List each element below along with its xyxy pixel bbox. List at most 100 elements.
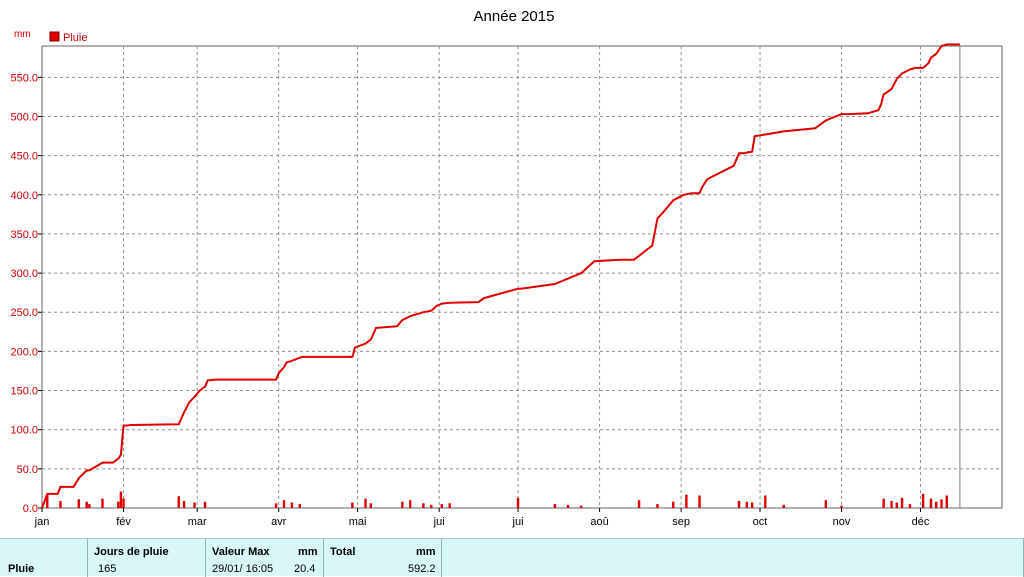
cumulative-series-line — [41, 43, 960, 509]
legend-swatch — [49, 31, 60, 42]
daily-rain-bar — [440, 504, 443, 508]
x-tick-label: oct — [753, 516, 768, 528]
x-axis-ticks: jan fév mar avr mai jui jui aoû sep oct nov déc — [34, 508, 930, 528]
stats-total-cell: Total mm 592.2 — [324, 539, 442, 577]
daily-rain-bar — [59, 500, 62, 508]
max-unit: mm — [298, 546, 318, 558]
daily-rain-bar — [890, 500, 893, 508]
y-tick-label: 50.0 — [17, 464, 38, 476]
stats-row-label: Pluie — [8, 563, 35, 575]
daily-rain-bar — [88, 504, 91, 508]
daily-rain-bar — [422, 503, 425, 508]
total-header: Total — [330, 546, 356, 558]
daily-rain-bar — [203, 501, 207, 508]
x-tick-label: jui — [512, 516, 524, 528]
x-tick-label: aoû — [590, 516, 608, 528]
x-tick-label: mar — [188, 516, 207, 528]
daily-rain-bar — [369, 503, 372, 508]
daily-rain-bar — [553, 504, 557, 508]
daily-rain-bar — [290, 502, 294, 508]
chart-title: Année 2015 — [474, 8, 555, 25]
daily-rain-bar — [364, 498, 367, 508]
y-tick-label: 250.0 — [10, 307, 38, 319]
rain-chart: Année 2015 mm Pluie 0.0 50.0 100.0 150.0 200… — [10, 8, 1003, 528]
y-tick-label: 350.0 — [10, 229, 38, 241]
daily-rain-bar — [945, 495, 948, 508]
x-tick-label: déc — [912, 516, 930, 528]
stats-panel: Pluie Jours de pluie 165 Valeur Max mm 2… — [0, 538, 1024, 577]
stats-days-cell: Jours de pluie 165 — [88, 539, 206, 577]
daily-rain-bar — [298, 504, 301, 508]
y-tick-label: 450.0 — [10, 151, 38, 163]
y-axis-ticks: 0.0 50.0 100.0 150.0 200.0 250.0 300.0 350.0 400… — [10, 72, 42, 515]
grid-lines — [42, 46, 1002, 508]
max-date: 29/01/ 16:05 — [212, 563, 274, 575]
x-tick-label: nov — [833, 516, 851, 528]
daily-rain-bar — [430, 504, 433, 508]
daily-rain-bar — [637, 500, 641, 508]
daily-rain-bar — [656, 504, 659, 508]
stats-row-label-cell: Pluie — [0, 539, 88, 577]
daily-rain-bar — [840, 505, 843, 508]
daily-rain-bar — [900, 497, 904, 508]
y-tick-label: 200.0 — [10, 346, 38, 358]
daily-rain-bar — [101, 498, 104, 508]
daily-rain-bar — [685, 494, 688, 508]
y-tick-label: 300.0 — [10, 268, 38, 280]
plot-area — [41, 45, 1003, 509]
y-axis-unit: mm — [14, 29, 31, 40]
daily-rain-bar — [282, 500, 286, 508]
total-value: 592.2 — [408, 563, 436, 575]
daily-rain-bar — [516, 497, 520, 508]
x-tick-label: jui — [433, 516, 445, 528]
daily-rain-bar — [764, 495, 767, 508]
daily-rain-bar — [929, 498, 933, 508]
daily-rain-bar — [745, 501, 749, 508]
daily-rain-bar — [409, 500, 412, 508]
daily-rain-bar — [119, 491, 123, 508]
daily-rain-bar — [85, 501, 88, 508]
x-tick-label: mai — [349, 516, 367, 528]
daily-rain-bar — [824, 500, 827, 508]
x-tick-label: jan — [34, 516, 50, 528]
cumulative-rain-line — [41, 43, 960, 509]
daily-rain-bar — [935, 501, 938, 508]
daily-rain-bar — [750, 502, 754, 508]
legend-label: Pluie — [63, 32, 87, 44]
y-tick-label: 0.0 — [23, 503, 38, 515]
daily-rain-bar — [77, 499, 81, 508]
daily-rain-bar — [882, 498, 885, 508]
max-value: 20.4 — [294, 563, 316, 575]
x-tick-label: fév — [116, 516, 131, 528]
max-header: Valeur Max — [212, 546, 270, 558]
daily-rain-bar — [908, 504, 912, 508]
daily-rain-bar — [448, 503, 451, 508]
y-tick-label: 500.0 — [10, 111, 38, 123]
daily-rain-bar — [274, 503, 278, 508]
daily-rain-bar — [122, 498, 125, 508]
daily-rain-bar — [895, 502, 898, 508]
x-tick-label: avr — [271, 516, 287, 528]
daily-rain-bar — [737, 500, 741, 508]
daily-rain-bar — [351, 502, 354, 508]
daily-rain-bar — [193, 502, 196, 508]
daily-rain-bar — [182, 500, 186, 508]
daily-rain-bar — [579, 505, 583, 508]
total-unit: mm — [416, 546, 436, 558]
daily-rain-bar — [117, 501, 120, 508]
x-tick-label: sep — [672, 516, 690, 528]
y-tick-label: 550.0 — [10, 72, 38, 84]
daily-rain-bar — [566, 504, 570, 508]
daily-rain-bar — [401, 501, 404, 508]
y-tick-label: 100.0 — [10, 425, 38, 437]
daily-rain-bars — [46, 491, 948, 508]
days-header: Jours de pluie — [94, 546, 169, 558]
y-tick-label: 400.0 — [10, 190, 38, 202]
daily-rain-bar — [782, 504, 785, 508]
daily-rain-bar — [698, 495, 701, 508]
daily-rain-bar — [940, 499, 943, 508]
daily-rain-bar — [177, 496, 180, 508]
daily-rain-bar — [46, 493, 49, 508]
daily-rain-bar — [672, 501, 675, 508]
stats-max-cell: Valeur Max mm 29/01/ 16:05 20.4 — [206, 539, 324, 577]
